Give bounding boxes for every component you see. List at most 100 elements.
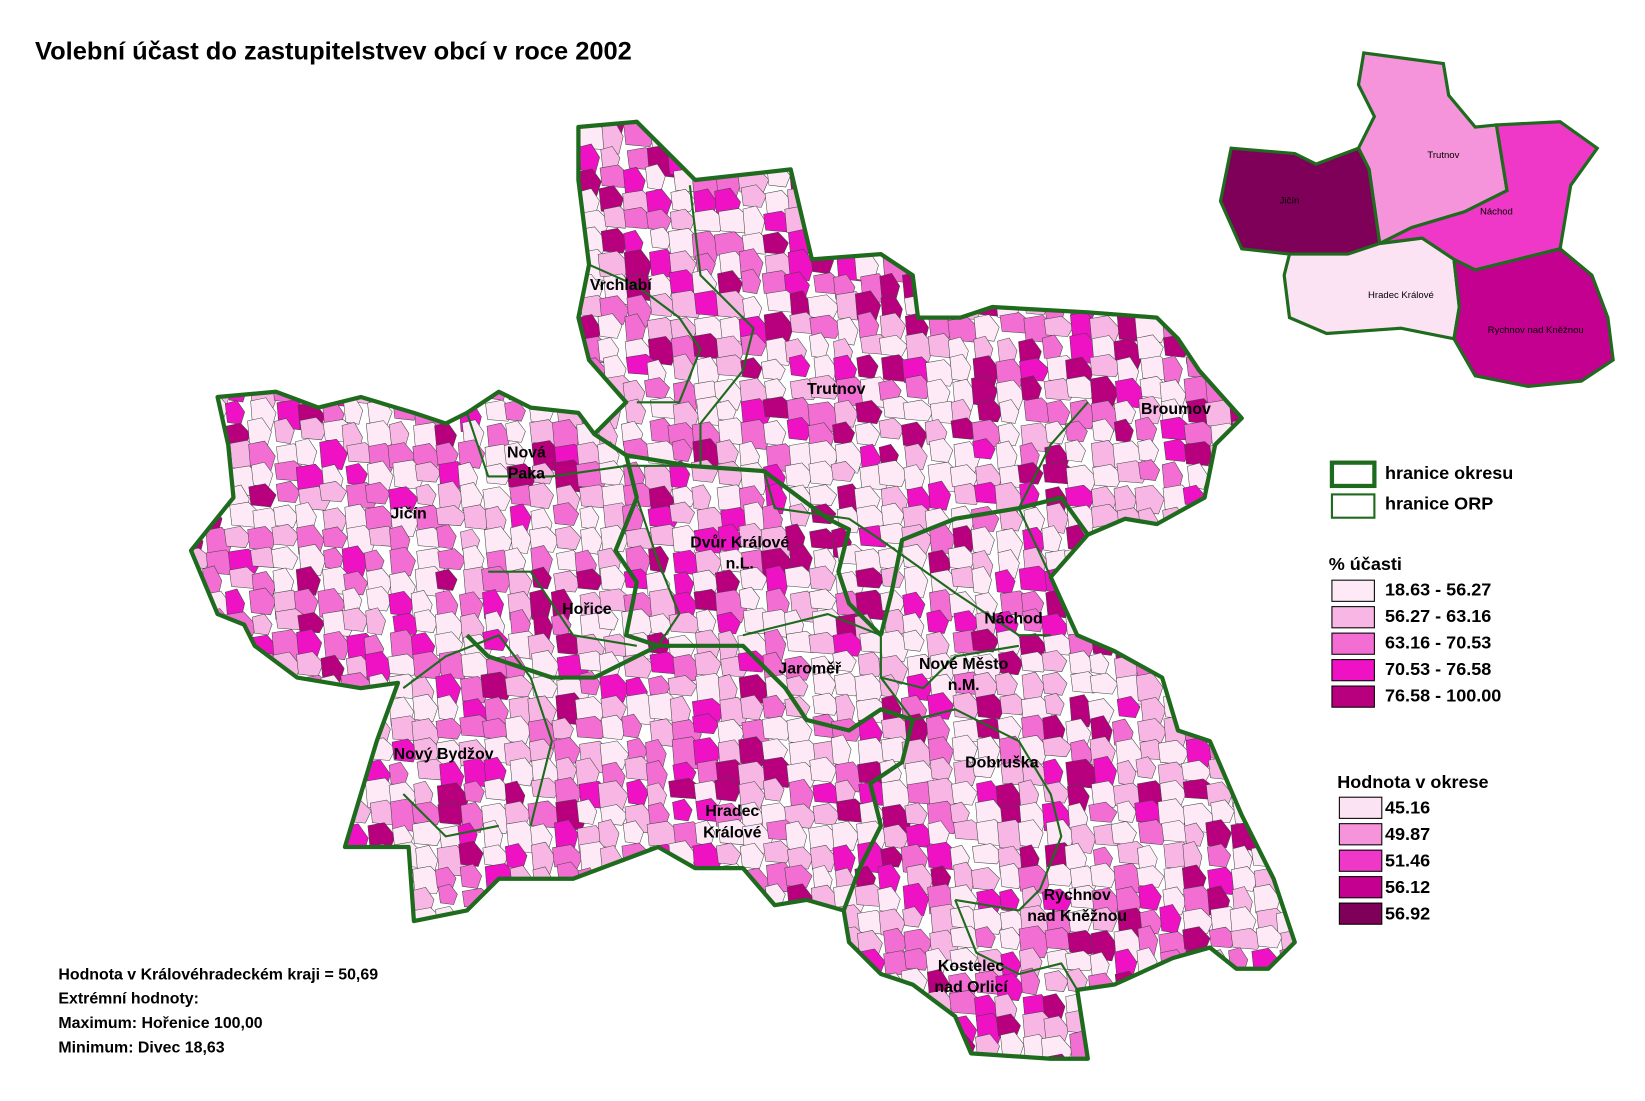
municipality (200, 650, 233, 673)
municipality (1187, 503, 1209, 537)
legend-swatch (1338, 902, 1383, 925)
municipality (1280, 504, 1295, 537)
municipality (294, 316, 317, 349)
municipality (578, 143, 600, 173)
municipality (276, 800, 306, 832)
municipality (714, 926, 747, 959)
municipality (927, 820, 950, 847)
municipality (789, 544, 813, 574)
municipality (1204, 634, 1228, 656)
municipality (1251, 718, 1284, 745)
municipality (296, 143, 328, 176)
municipality (528, 482, 554, 509)
municipality (1046, 164, 1074, 191)
municipality (1252, 652, 1276, 678)
municipality (1066, 100, 1097, 121)
municipality (321, 355, 348, 386)
municipality (597, 780, 629, 812)
municipality (275, 274, 299, 302)
municipality (1207, 274, 1241, 308)
municipality (1069, 269, 1090, 292)
municipality (906, 210, 937, 241)
inset-district (1452, 247, 1615, 389)
municipality (393, 333, 428, 356)
municipality (925, 1036, 960, 1059)
municipality (947, 270, 976, 298)
municipality (1000, 1031, 1025, 1059)
municipality (340, 143, 365, 176)
municipality (552, 163, 579, 191)
municipality (552, 419, 581, 452)
municipality (1114, 1054, 1137, 1059)
municipality (882, 1010, 915, 1032)
municipality (389, 421, 410, 448)
municipality (294, 205, 324, 227)
municipality (527, 1033, 550, 1059)
municipality (1093, 185, 1118, 213)
municipality (902, 906, 923, 928)
municipality (437, 205, 471, 228)
municipality (533, 125, 564, 157)
municipality (191, 289, 215, 321)
municipality (784, 864, 813, 888)
municipality (295, 760, 330, 786)
municipality (229, 290, 260, 315)
municipality (507, 568, 533, 597)
municipality (1113, 485, 1137, 515)
municipality (833, 991, 860, 1022)
legend-label: 70.53 - 76.58 (1385, 659, 1491, 679)
municipality (364, 145, 397, 177)
municipality (1138, 1055, 1167, 1059)
municipality (693, 1031, 727, 1059)
municipality (342, 247, 370, 278)
municipality (997, 1055, 1031, 1059)
municipality (949, 464, 979, 489)
municipality (1275, 672, 1295, 705)
municipality (1043, 269, 1078, 301)
municipality (1066, 125, 1095, 158)
municipality (1299, 739, 1329, 764)
municipality (623, 249, 653, 282)
municipality (601, 991, 630, 1021)
municipality (1209, 1055, 1242, 1059)
municipality (439, 1012, 462, 1035)
municipality (228, 1032, 260, 1055)
municipality (203, 443, 224, 465)
municipality (855, 567, 886, 589)
municipality (434, 968, 464, 996)
municipality (485, 184, 520, 211)
district-label: n.L. (726, 556, 754, 573)
municipality (366, 121, 399, 130)
municipality (1090, 375, 1119, 409)
municipality (294, 777, 326, 807)
municipality (298, 1054, 321, 1059)
municipality (1088, 1012, 1123, 1034)
municipality (1253, 591, 1276, 619)
municipality (1069, 587, 1096, 613)
municipality (762, 967, 786, 989)
municipality (247, 143, 283, 172)
municipality (551, 337, 584, 363)
municipality (1275, 376, 1295, 408)
municipality (575, 1013, 608, 1035)
municipality (486, 1036, 514, 1059)
municipality (191, 463, 204, 492)
municipality (271, 825, 304, 852)
municipality (191, 401, 206, 424)
municipality (970, 867, 1000, 891)
municipality (715, 1035, 743, 1059)
municipality (509, 503, 532, 533)
note: Hodnota v Královéhradeckém kraji = 50,69 (58, 966, 378, 983)
municipality (415, 1012, 446, 1042)
municipality (366, 377, 390, 399)
municipality (1161, 247, 1185, 270)
municipality (1163, 291, 1196, 314)
municipality (1117, 168, 1147, 191)
municipality (1304, 504, 1332, 529)
municipality (1182, 926, 1211, 952)
municipality (1186, 121, 1208, 132)
municipality (740, 694, 764, 721)
municipality (202, 673, 225, 699)
municipality (410, 969, 440, 997)
municipality (784, 462, 814, 488)
